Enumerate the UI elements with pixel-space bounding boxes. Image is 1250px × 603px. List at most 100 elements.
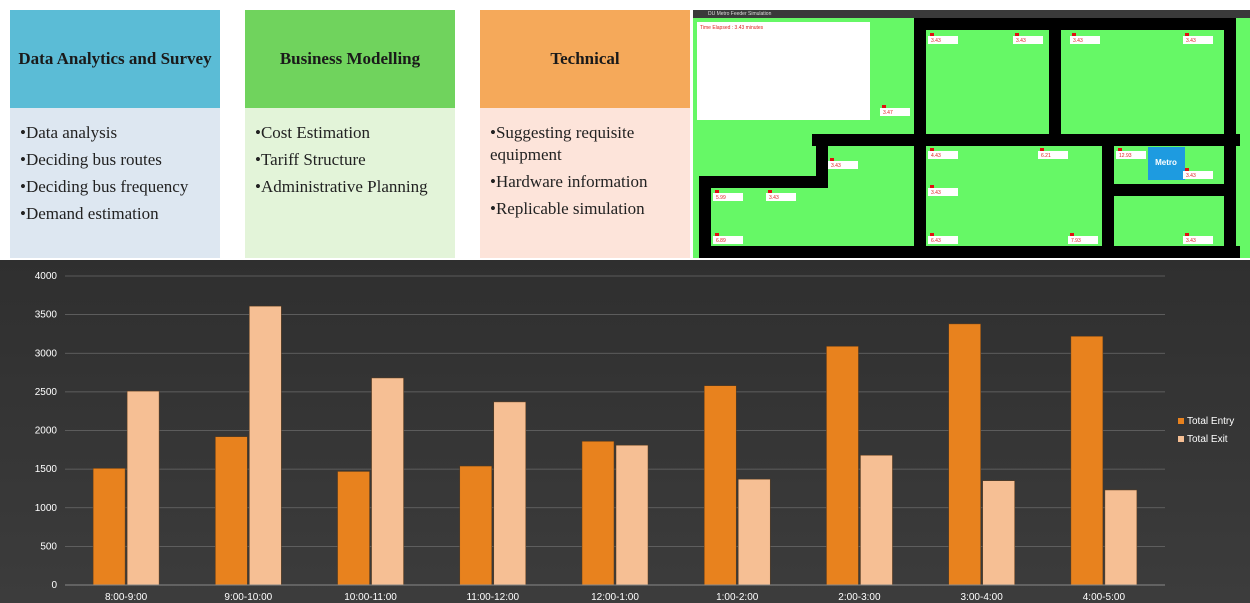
x-tick-label: 11:00-12:00 [466, 592, 519, 603]
label-box [928, 151, 958, 159]
label-box [828, 161, 858, 169]
card-item: •Demand estimation [20, 204, 159, 223]
x-tick-label: 3:00-4:00 [961, 592, 1004, 603]
bar [337, 471, 370, 586]
label-box [1116, 151, 1146, 159]
card-title: Business Modelling [245, 10, 455, 108]
bus-marker [930, 33, 934, 36]
metro-label: Metro [1155, 158, 1177, 167]
y-tick-label: 3000 [35, 348, 58, 359]
card: Data Analytics and Survey •Data analysis… [10, 10, 220, 258]
metro-station [1148, 147, 1185, 180]
card-body: •Data analysis •Deciding bus routes •Dec… [10, 108, 220, 258]
card: Technical •Suggesting requisite equipmen… [480, 10, 690, 258]
bus-marker [715, 190, 719, 193]
label-box [1068, 236, 1098, 244]
label-box [1183, 36, 1213, 44]
card-item: •Replicable simulation [490, 199, 645, 218]
card-item: •Hardware information [490, 172, 648, 191]
y-tick-label: 2500 [35, 387, 58, 398]
sim-label: 3.43 [931, 38, 941, 44]
sim-label: 5.99 [716, 195, 726, 201]
x-tick-label: 2:00-3:00 [838, 592, 881, 603]
bus-marker [1118, 148, 1122, 151]
bus-marker [1070, 233, 1074, 236]
sim-label: 3.43 [931, 190, 941, 196]
bus-marker [1015, 33, 1019, 36]
card-title: Data Analytics and Survey [10, 10, 220, 108]
bar [826, 346, 859, 586]
bar [1104, 489, 1138, 586]
bus-marker [1185, 233, 1189, 236]
bar [126, 390, 160, 586]
legend-swatch [1178, 436, 1184, 442]
card-item: •Data analysis [20, 123, 118, 142]
x-tick-label: 4:00-5:00 [1083, 592, 1126, 603]
card-item: •Tariff Structure [255, 150, 366, 169]
y-tick-label: 2000 [35, 426, 58, 437]
bar [92, 468, 126, 586]
label-box [1183, 171, 1213, 179]
time-elapsed: Time Elapsed : 3.43 minutes [700, 25, 764, 31]
label-box [928, 236, 958, 244]
sim-label: 3.43 [1186, 173, 1196, 179]
bus-marker [1185, 33, 1189, 36]
card-body: •Cost Estimation •Tariff Structure •Admi… [245, 108, 455, 258]
x-tick-label: 12:00-1:00 [591, 592, 639, 603]
road [699, 18, 1240, 258]
window-bar [693, 10, 1250, 18]
sim-label: 4.43 [931, 153, 941, 159]
bar [581, 441, 615, 586]
sim-label: 3.43 [831, 163, 841, 169]
y-tick-label: 3500 [35, 310, 58, 321]
y-tick-label: 4000 [35, 271, 58, 282]
bus-marker [1072, 33, 1076, 36]
bar [737, 478, 771, 586]
card: Business Modelling •Cost Estimation •Tar… [245, 10, 455, 258]
label-box [1013, 36, 1043, 44]
sim-label: 6.21 [1041, 153, 1051, 159]
card-title: Technical [480, 10, 690, 108]
label-box [1183, 236, 1213, 244]
bar [615, 444, 649, 586]
sim-label: 7.93 [1071, 238, 1081, 244]
legend-label: Total Exit [1187, 434, 1228, 445]
bar [215, 436, 248, 586]
x-tick-label: 9:00-10:00 [224, 592, 272, 603]
bus-marker [768, 190, 772, 193]
legend-swatch [1178, 418, 1184, 424]
sim-label: 3.43 [769, 195, 779, 201]
card-item: •Administrative Planning [255, 177, 428, 196]
bus-marker [930, 148, 934, 151]
bar [982, 480, 1015, 586]
bus-marker [930, 185, 934, 188]
card-item: •Deciding bus routes [20, 150, 162, 169]
sim-label: 3.43 [1186, 38, 1196, 44]
label-box [880, 108, 910, 116]
info-panel [697, 22, 870, 120]
bar [371, 377, 404, 586]
x-tick-label: 10:00-11:00 [344, 592, 397, 603]
bar [459, 465, 493, 586]
x-tick-label: 8:00-9:00 [105, 592, 148, 603]
legend-label: Total Entry [1187, 416, 1234, 427]
chart: 0 500 1000 1500 2000 2500 3000 3500 4000 8:00-9:0… [0, 260, 1250, 603]
bar [703, 385, 737, 586]
card-item: •Deciding bus frequency [20, 177, 189, 196]
bus-marker [930, 233, 934, 236]
bus-marker [1185, 168, 1189, 171]
card-item: •Cost Estimation [255, 123, 371, 142]
window-title: DU Metro Feeder Simulation [708, 11, 772, 17]
bar [948, 323, 981, 586]
y-tick-label: 500 [40, 541, 57, 552]
sim-label: 3.43 [1016, 38, 1026, 44]
bar [493, 401, 527, 586]
bus-marker [830, 158, 834, 161]
sim-label: 6.89 [716, 238, 726, 244]
roads [699, 18, 1240, 258]
sim-label: 3.43 [1073, 38, 1083, 44]
label-box [1038, 151, 1068, 159]
sim-label: 3.43 [1186, 238, 1196, 244]
sim-label: 12.93 [1119, 153, 1132, 159]
